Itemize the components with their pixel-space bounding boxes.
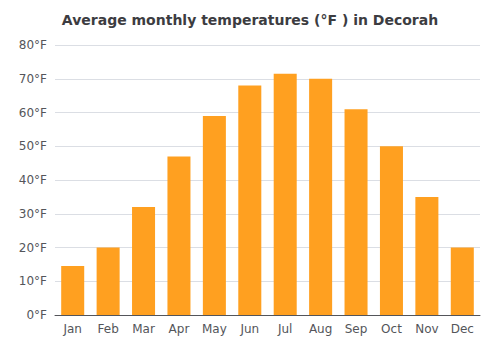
svg-text:60°F: 60°F bbox=[19, 106, 47, 120]
svg-text:Feb: Feb bbox=[98, 322, 119, 336]
svg-text:Nov: Nov bbox=[415, 322, 438, 336]
svg-text:Average monthly temperatures (: Average monthly temperatures (°F ) in De… bbox=[62, 12, 438, 28]
svg-text:Oct: Oct bbox=[381, 322, 402, 336]
svg-text:May: May bbox=[202, 322, 227, 336]
svg-text:Sep: Sep bbox=[345, 322, 368, 336]
svg-text:50°F: 50°F bbox=[19, 139, 47, 153]
svg-text:10°F: 10°F bbox=[19, 274, 47, 288]
svg-text:Jan: Jan bbox=[62, 322, 82, 336]
svg-text:Mar: Mar bbox=[132, 322, 155, 336]
svg-text:0°F: 0°F bbox=[26, 308, 47, 322]
svg-text:Dec: Dec bbox=[451, 322, 474, 336]
svg-text:80°F: 80°F bbox=[19, 38, 47, 52]
svg-text:30°F: 30°F bbox=[19, 207, 47, 221]
svg-text:Jun: Jun bbox=[239, 322, 259, 336]
svg-text:20°F: 20°F bbox=[19, 241, 47, 255]
svg-text:40°F: 40°F bbox=[19, 173, 47, 187]
svg-text:Apr: Apr bbox=[169, 322, 190, 336]
svg-text:70°F: 70°F bbox=[19, 72, 47, 86]
svg-text:Jul: Jul bbox=[277, 322, 292, 336]
svg-text:Aug: Aug bbox=[309, 322, 332, 336]
